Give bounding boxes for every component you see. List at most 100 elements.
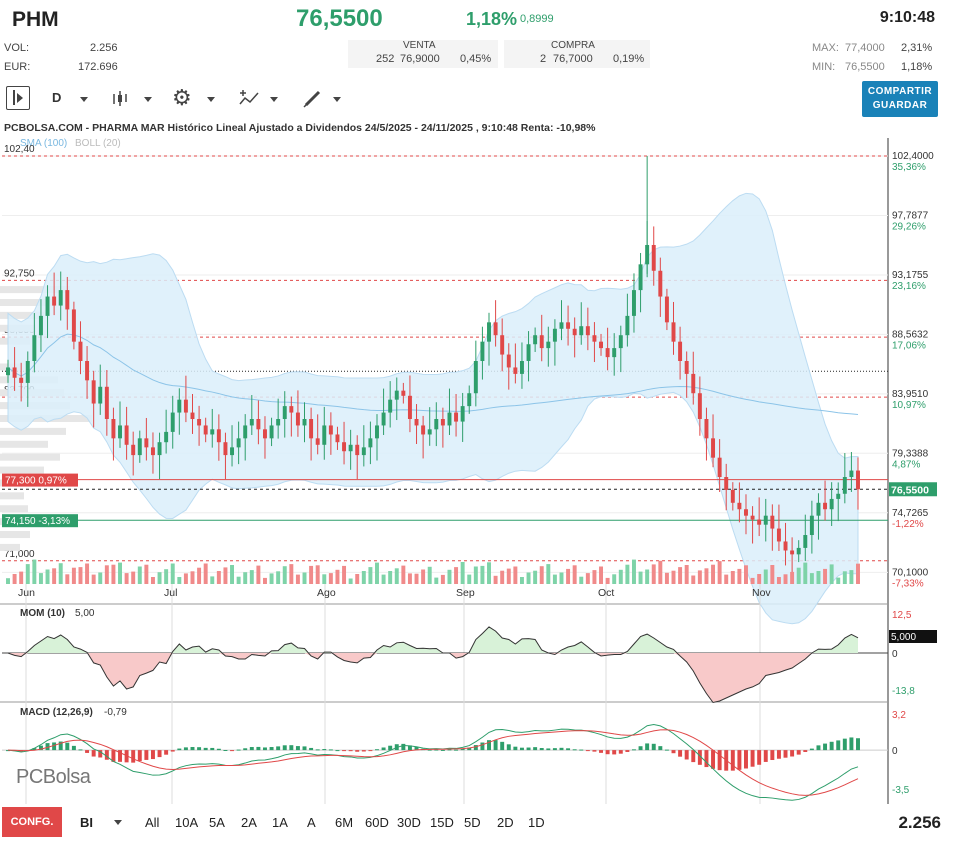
volume-bar: [454, 567, 459, 584]
venta-label: VENTA: [403, 40, 436, 51]
range-button-2d[interactable]: 2D: [497, 815, 514, 830]
candle-body: [144, 438, 149, 448]
macd-histogram-bar: [823, 743, 828, 751]
candle-body: [197, 419, 202, 426]
macd-histogram-bar: [684, 750, 689, 760]
candle-body: [513, 367, 518, 374]
period-selector[interactable]: D: [52, 90, 62, 105]
month-label: Jun: [18, 587, 35, 599]
volume-bar: [381, 574, 386, 584]
volume-bar: [78, 567, 83, 584]
volume-bar: [269, 573, 274, 584]
candle-body: [585, 326, 590, 336]
candle-body: [651, 244, 656, 271]
bi-selector[interactable]: BI: [80, 815, 93, 830]
range-button-6m[interactable]: 6M: [335, 815, 354, 830]
chevron-down-icon[interactable]: [333, 97, 341, 102]
panel-toggle-icon[interactable]: [6, 86, 30, 110]
candle-body: [823, 502, 828, 510]
indicators-icon[interactable]: [238, 88, 260, 108]
macd-histogram-bar: [836, 740, 841, 751]
volume-bar: [572, 565, 577, 584]
macd-histogram-bar: [236, 749, 241, 751]
volume-bar: [440, 574, 445, 584]
candle-body: [559, 322, 564, 329]
candle-body: [342, 442, 347, 452]
chevron-down-icon[interactable]: [80, 97, 88, 102]
volume-bar: [144, 564, 149, 584]
candle-body: [183, 399, 188, 413]
volume-bar: [559, 572, 564, 584]
volume-bar: [757, 574, 762, 584]
range-button-all[interactable]: All: [145, 815, 160, 830]
config-button[interactable]: CONFG.: [2, 807, 62, 837]
price-chart[interactable]: PCBOLSA.COM - PHARMA MAR Histórico Linea…: [0, 118, 953, 804]
chevron-down-icon[interactable]: [207, 97, 215, 102]
range-button-1a[interactable]: 1A: [272, 815, 288, 830]
macd-histogram-bar: [216, 748, 221, 751]
macd-histogram-bar: [487, 740, 491, 751]
range-button-a[interactable]: A: [307, 815, 316, 830]
candle-body: [566, 322, 571, 329]
candle-body: [849, 470, 854, 478]
draw-tools-icon[interactable]: [302, 88, 324, 108]
range-button-5a[interactable]: 5A: [209, 815, 225, 830]
venta-price: 76,9000: [400, 53, 440, 65]
macd-histogram-bar: [645, 743, 650, 751]
macd-histogram-bar: [58, 741, 63, 751]
volume-bar: [170, 563, 175, 584]
min-value: 76,5500: [845, 61, 885, 73]
current-price-box: [889, 482, 937, 497]
candle-body: [71, 309, 76, 342]
max-value: 77,4000: [845, 42, 885, 54]
min-pct: 1,18%: [901, 61, 933, 73]
range-button-60d[interactable]: 60D: [365, 815, 389, 830]
volume-bar: [836, 577, 841, 584]
candle-type-icon[interactable]: [110, 88, 130, 108]
gear-icon[interactable]: ⚙: [172, 85, 192, 110]
range-button-15d[interactable]: 15D: [430, 815, 454, 830]
chevron-down-icon[interactable]: [270, 97, 278, 102]
share-save-button[interactable]: COMPARTIR GUARDAR: [862, 81, 938, 117]
price-axis-label: 79,3388: [892, 448, 929, 459]
chevron-down-icon[interactable]: [114, 820, 122, 825]
candle-body: [414, 419, 419, 426]
volume-bar: [487, 562, 491, 584]
candle-body: [230, 447, 235, 456]
level-tag-box: [2, 473, 78, 487]
macd-histogram-bar: [210, 747, 215, 751]
left-level-label: 92,750: [4, 268, 35, 279]
macd-histogram-bar: [328, 749, 333, 751]
range-button-10a[interactable]: 10A: [175, 815, 199, 830]
candle-body: [85, 361, 90, 381]
candle-body: [111, 419, 116, 439]
volume-profile-bar: [0, 286, 70, 294]
volume-bar: [256, 565, 261, 584]
volume-bar: [309, 565, 314, 584]
volume-bar: [704, 568, 709, 584]
macd-histogram-bar: [605, 750, 610, 755]
range-button-2a[interactable]: 2A: [241, 815, 257, 830]
macd-histogram-bar: [164, 750, 169, 755]
candle-body: [605, 348, 610, 358]
volume-bar: [770, 565, 775, 584]
volume-bar: [671, 570, 676, 584]
candle-body: [91, 380, 96, 404]
range-button-1d[interactable]: 1D: [528, 815, 545, 830]
macd-histogram-bar: [32, 748, 37, 751]
candle-body: [460, 406, 465, 422]
price-axis-pct: 35,36%: [892, 162, 926, 173]
chevron-down-icon[interactable]: [144, 97, 152, 102]
range-button-30d[interactable]: 30D: [397, 815, 421, 830]
candle-body: [118, 425, 122, 439]
candle-body: [704, 419, 709, 439]
candle-body: [790, 550, 795, 555]
volume-bar: [730, 571, 735, 584]
macd-histogram-bar: [45, 743, 50, 751]
current-price-label: 76,5500: [891, 484, 929, 496]
macd-histogram-bar: [368, 750, 373, 752]
candle-body: [783, 541, 788, 551]
macd-histogram-bar: [104, 750, 109, 760]
macd-histogram-bar: [282, 745, 287, 751]
range-button-5d[interactable]: 5D: [464, 815, 481, 830]
